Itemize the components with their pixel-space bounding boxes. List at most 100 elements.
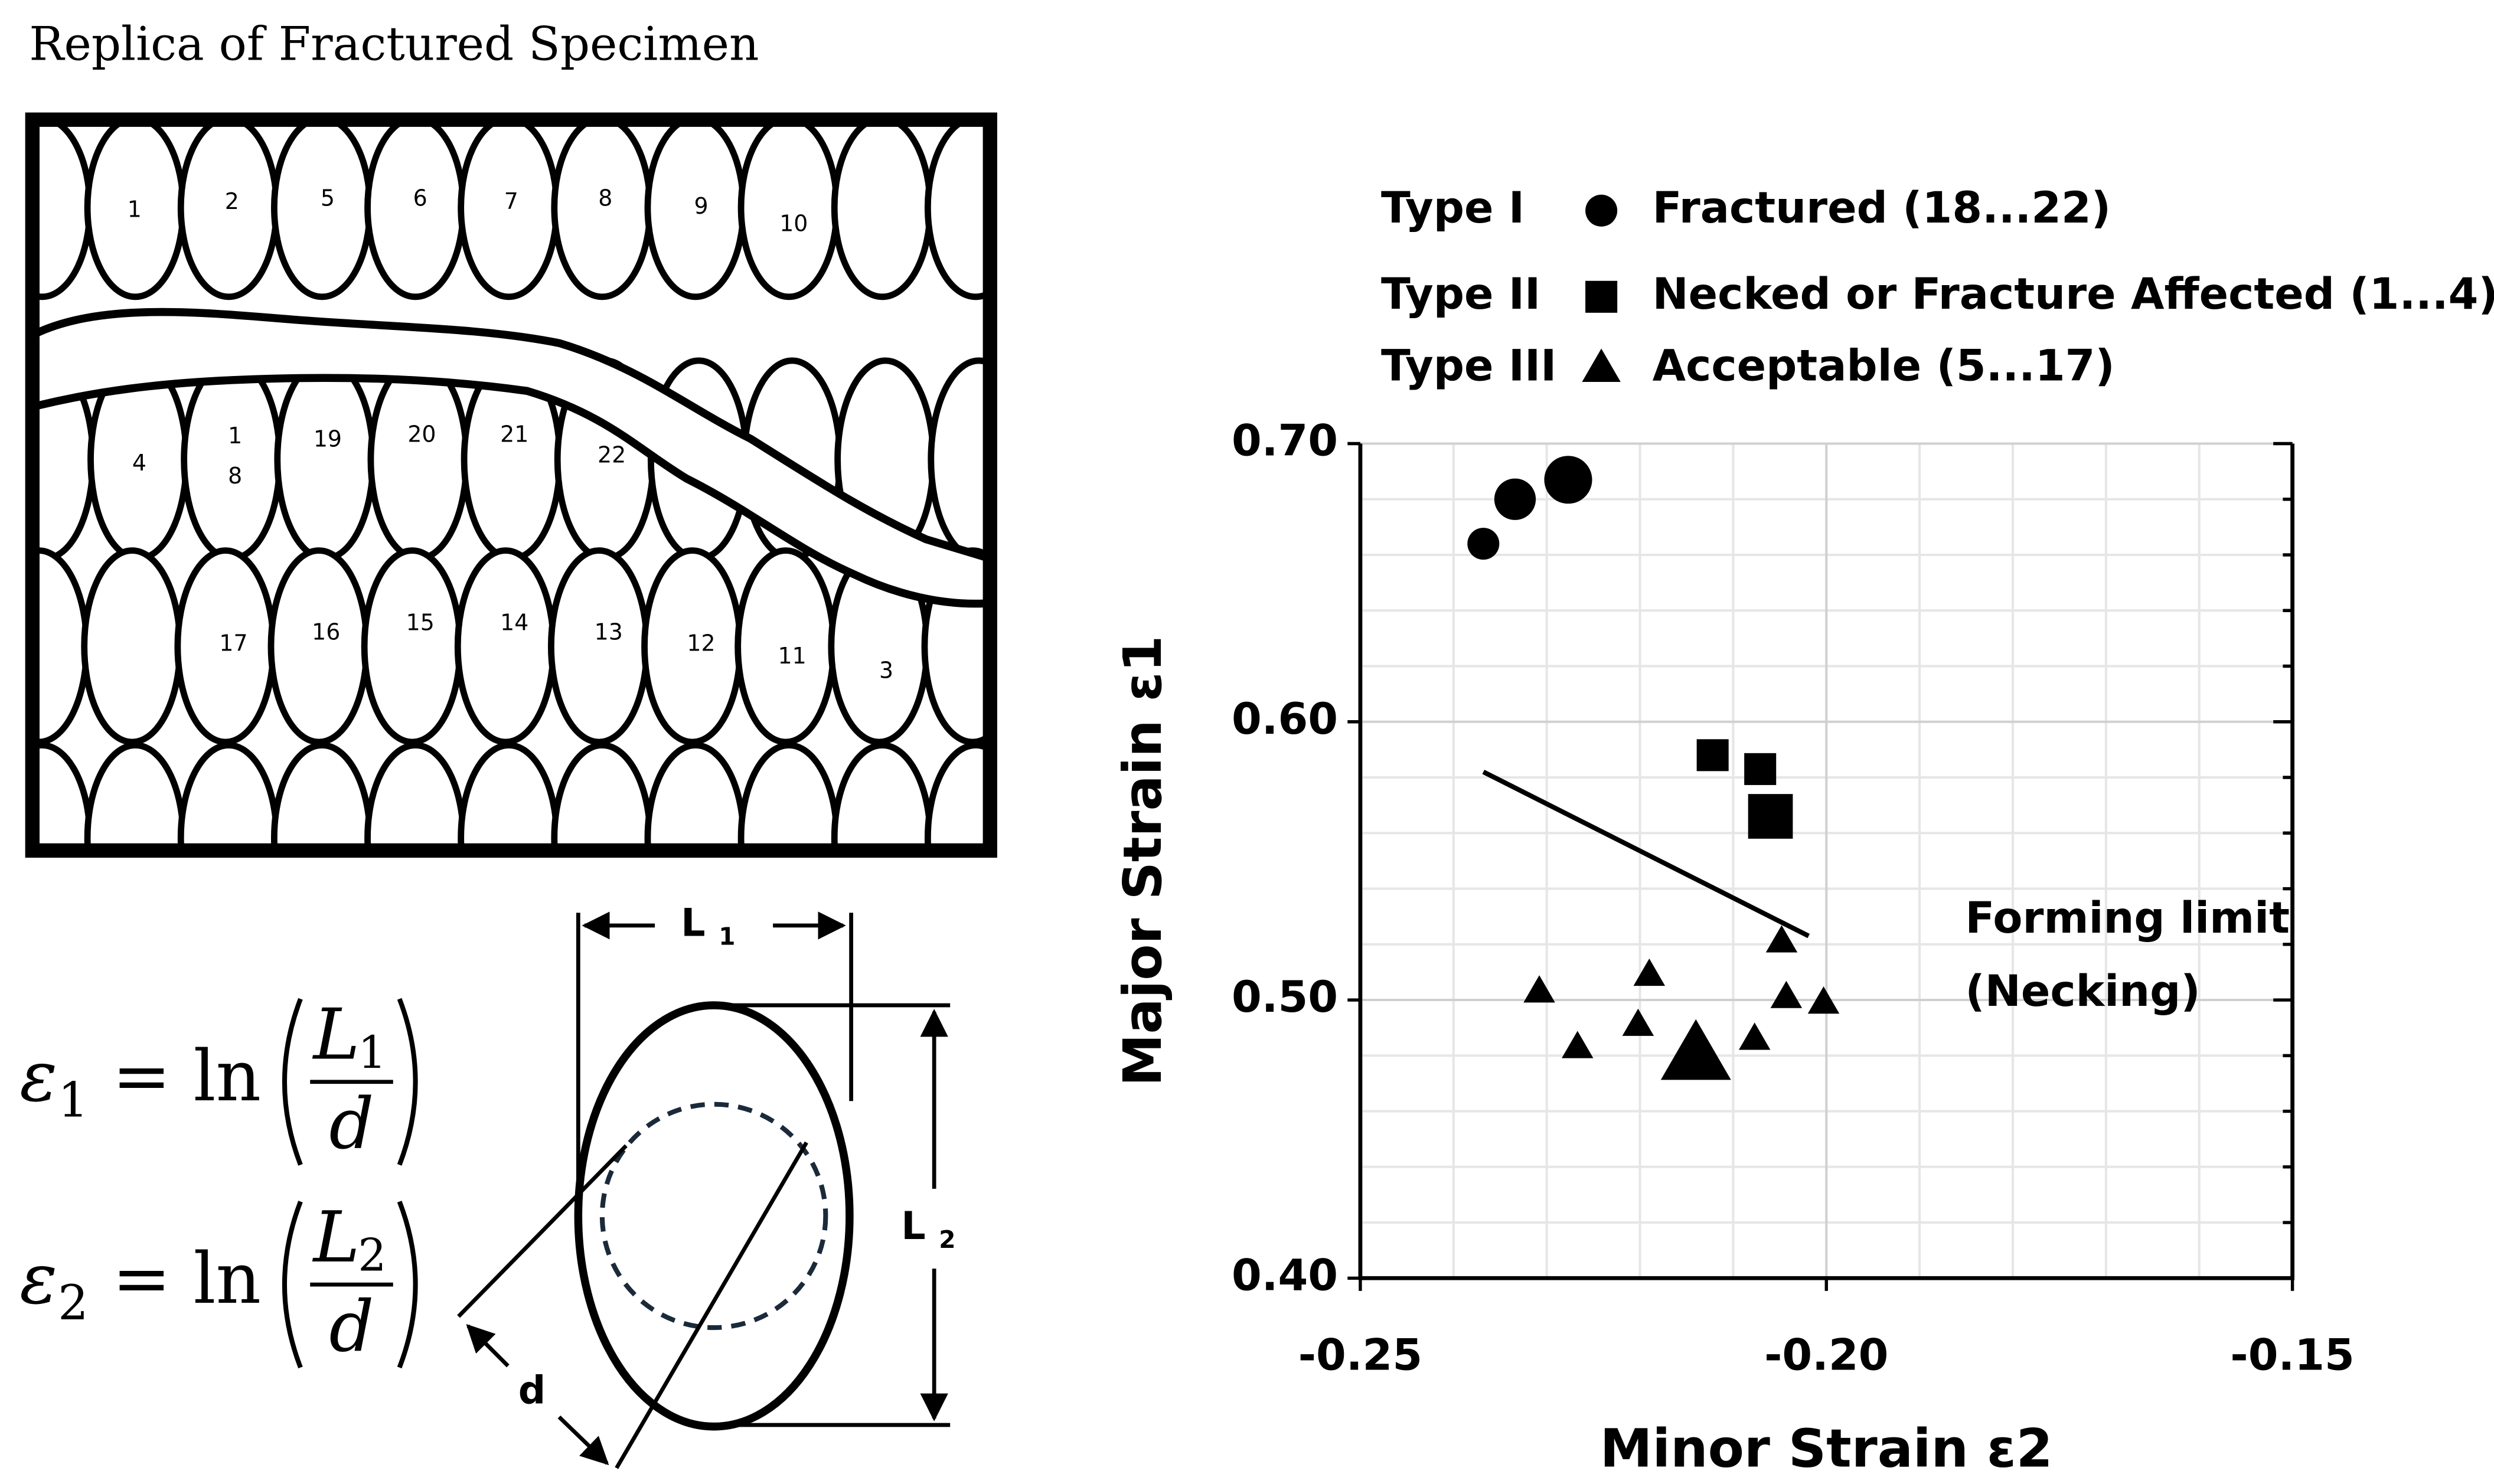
point <box>1770 980 1803 1008</box>
specimen-grid <box>38 118 1120 930</box>
cell-label: 7 <box>504 188 518 214</box>
formula-lhs: ε <box>19 1238 57 1320</box>
formula-lhs-sub: 1 <box>58 1073 89 1129</box>
paren <box>397 998 418 1166</box>
formula-num-sub: 1 <box>358 1027 386 1078</box>
cell-label: 3 <box>879 658 893 684</box>
grid-ellipse <box>831 126 933 300</box>
y-tick-label: 0.70 <box>1232 416 1338 466</box>
y-tick-label: 0.50 <box>1232 972 1338 1022</box>
dimension-label: L <box>901 1204 925 1248</box>
legend-marker <box>1585 194 1618 227</box>
grid-ellipse <box>547 547 650 746</box>
grid-ellipse <box>364 742 467 845</box>
x-tick-label: -0.20 <box>1764 1330 1888 1380</box>
formula-den: d <box>329 1084 374 1165</box>
crack <box>38 308 984 608</box>
point <box>1562 1031 1594 1058</box>
grid-ellipse <box>1021 745 1117 930</box>
dimension-sub: 1 <box>719 922 735 950</box>
grid-ellipse <box>454 547 557 746</box>
legend-description: Acceptable (5...17) <box>1653 341 2115 391</box>
point <box>1807 986 1840 1014</box>
grid-ellipse <box>924 742 984 845</box>
cell-label: 22 <box>598 442 626 468</box>
paren <box>282 1201 303 1369</box>
grid-ellipse <box>367 357 470 562</box>
formula-lhs: ε <box>19 1036 57 1117</box>
grid-ellipse <box>84 742 187 845</box>
point <box>1494 478 1536 520</box>
cell-label: 14 <box>500 609 528 635</box>
axes <box>1358 443 2294 1280</box>
point <box>1748 794 1793 839</box>
y-tick-label: 0.40 <box>1232 1250 1338 1300</box>
x-tick-label: -0.25 <box>1298 1330 1422 1380</box>
point <box>1544 456 1592 504</box>
grid-ellipse <box>38 547 90 746</box>
x-tick-label: -0.15 <box>2230 1330 2354 1380</box>
cell-label: 15 <box>406 609 435 635</box>
cell-label: 19 <box>314 426 342 452</box>
annotation: Forming limit <box>1965 893 2290 943</box>
point <box>1633 958 1666 986</box>
cell-label: 20 <box>407 421 436 447</box>
x-axis-label: Minor Strain ε2 <box>1600 1418 2053 1479</box>
cell-label: 2 <box>225 188 239 214</box>
grid-ellipse <box>274 357 377 562</box>
cell-label: 11 <box>778 643 807 669</box>
formula-num-sub: 2 <box>358 1229 386 1281</box>
grid-ellipse <box>181 357 283 562</box>
cell-label: 1 <box>128 196 142 222</box>
grid-ellipse <box>1024 361 1120 558</box>
cell-label: 6 <box>413 185 427 211</box>
paren <box>282 998 303 1166</box>
grid-ellipse <box>177 742 280 845</box>
cell-label: 10 <box>779 211 808 237</box>
cell-label: 12 <box>687 630 715 656</box>
formula-eq: = ln <box>112 1238 261 1320</box>
grid-ellipse <box>271 742 373 845</box>
cell-label: 8 <box>598 185 612 211</box>
cell-label: 21 <box>500 421 528 447</box>
legend-description: Fractured (18...22) <box>1653 183 2111 233</box>
point <box>1622 1008 1654 1036</box>
grid-ellipse <box>38 126 93 300</box>
diagram-title: Replica of Fractured Specimen <box>29 18 759 71</box>
cell-label: 5 <box>321 185 335 211</box>
formula-lhs-sub: 2 <box>58 1276 89 1331</box>
point <box>1696 739 1729 772</box>
point <box>1467 528 1500 560</box>
point <box>1744 753 1777 785</box>
point <box>1660 1019 1731 1080</box>
cell-label: 17 <box>219 630 247 656</box>
annotation: (Necking) <box>1965 966 2200 1016</box>
grid-ellipse <box>361 547 463 746</box>
grid-ellipse <box>737 742 840 845</box>
grid-ellipse <box>551 742 654 845</box>
grid-ellipse <box>1021 118 1117 297</box>
grid-ellipse <box>267 547 370 746</box>
point <box>1523 975 1555 1003</box>
cell-label: 8 <box>228 463 242 489</box>
grid-ellipse <box>458 742 560 845</box>
formula-num: L <box>312 995 360 1076</box>
grid-ellipse <box>737 126 840 300</box>
grid-ellipse <box>81 547 184 746</box>
dimension-label: L <box>681 901 705 945</box>
dimension-sub: 2 <box>939 1225 955 1254</box>
point <box>1765 925 1798 953</box>
formula-den: d <box>329 1286 374 1368</box>
ellipse-scheme <box>457 911 951 1469</box>
grid-ellipse <box>38 742 93 845</box>
cell-label: 16 <box>312 619 340 645</box>
point <box>1738 1022 1771 1050</box>
legend-name: Type I <box>1381 183 1525 233</box>
cell-label: 13 <box>595 619 623 645</box>
legend-name: Type II <box>1381 269 1540 319</box>
grid-ellipse <box>924 126 984 300</box>
chart: -0.25 -0.20 -0.15 0.40 0.50 0.60 0.70 Minor Str… <box>1112 183 2494 1480</box>
cell-label: 1 <box>228 423 242 449</box>
